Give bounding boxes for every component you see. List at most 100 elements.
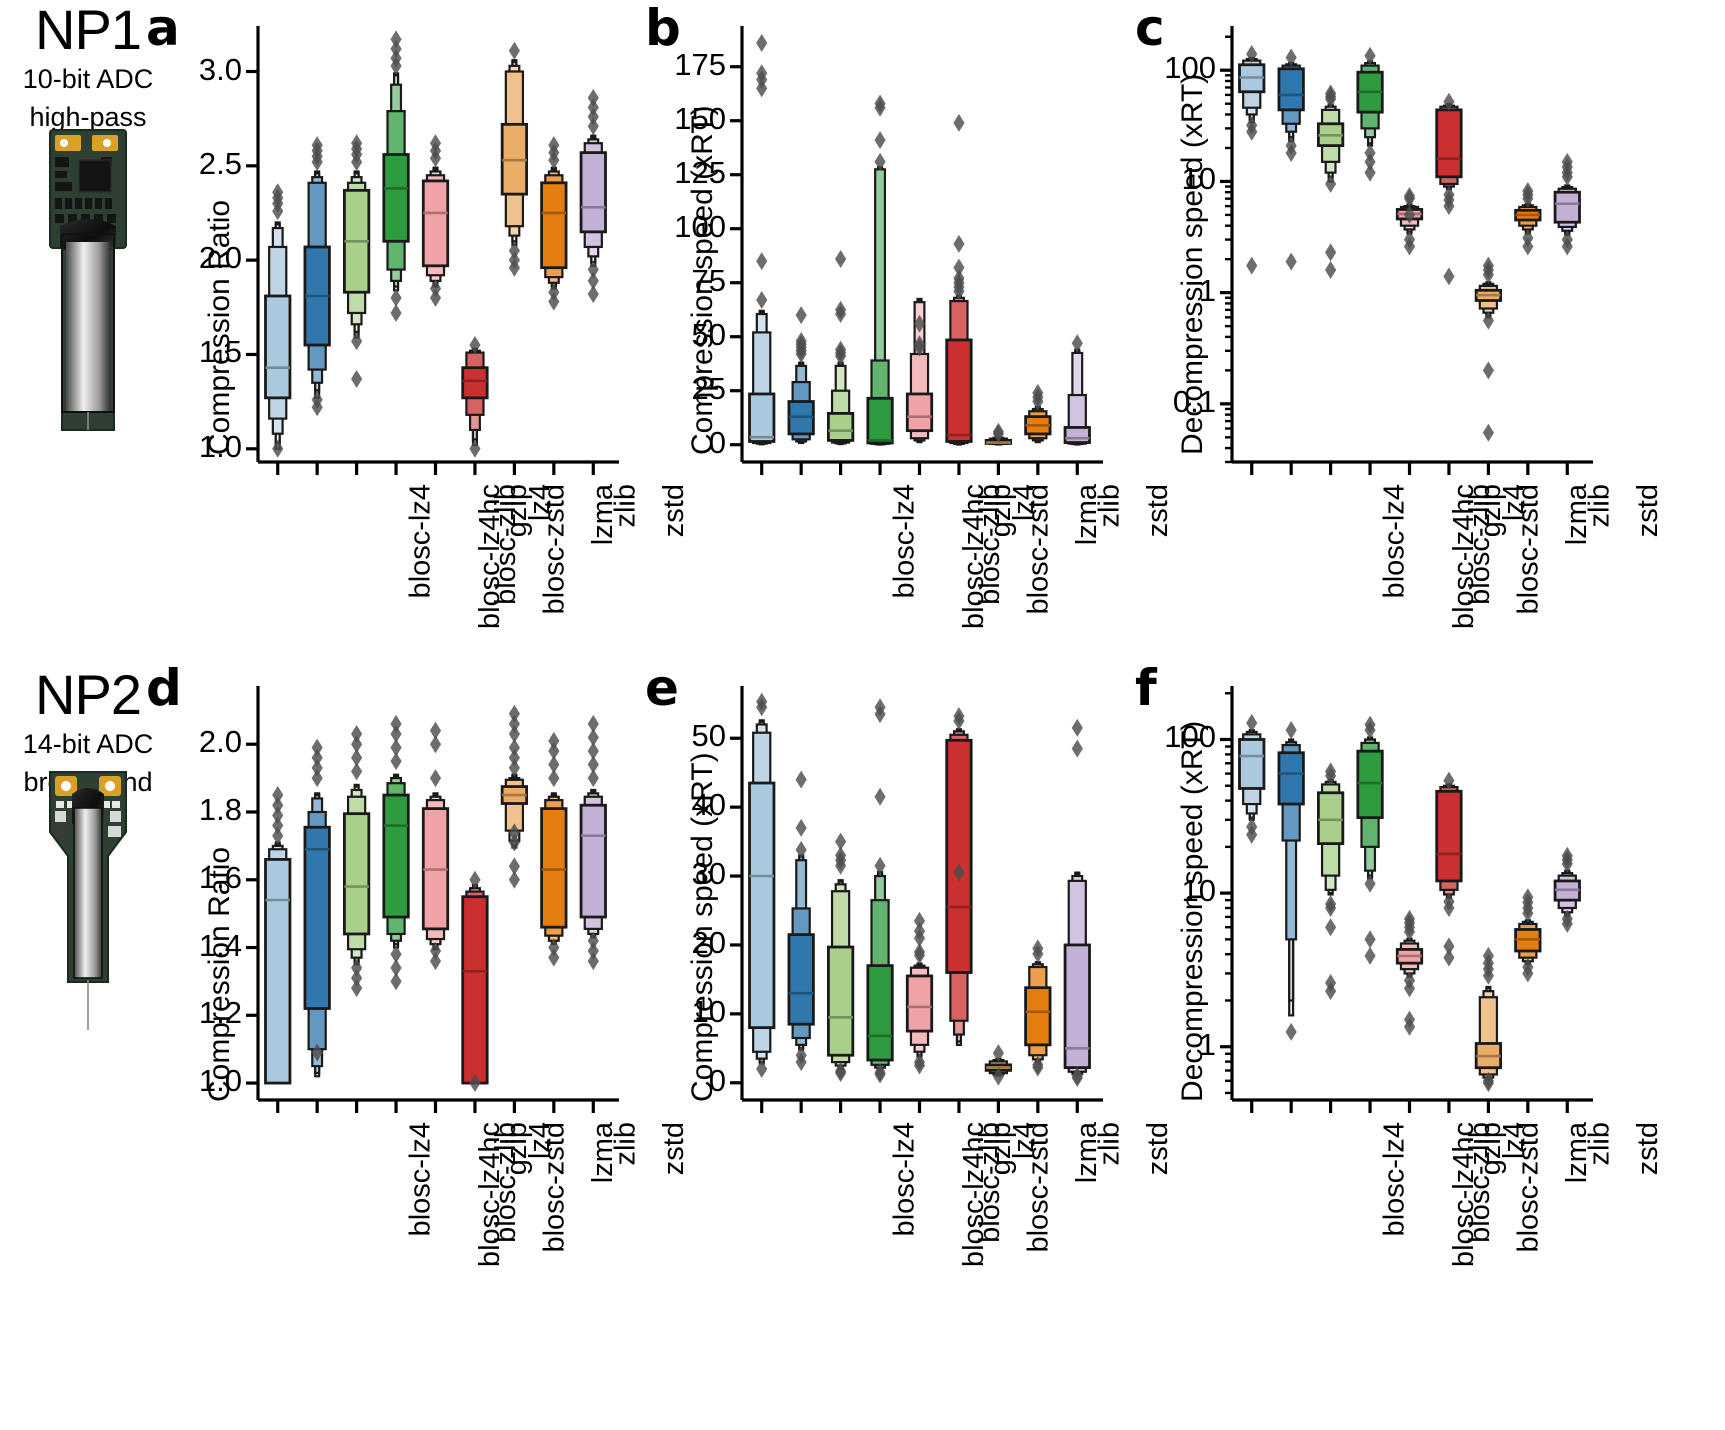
boxen-b-blosc-zlib — [826, 249, 855, 446]
neuropixels-probe-icon — [46, 770, 130, 1030]
boxen-b-lzma — [984, 422, 1013, 446]
y-tick-label: 175 — [674, 46, 726, 82]
boxen-f-blosc-lz4hc — [1277, 721, 1305, 1041]
x-tick-label-lz4: lz4 — [524, 484, 557, 522]
x-tick-label-blosc-lz4: blosc-lz4 — [1378, 484, 1411, 599]
boxen-c-zlib — [1514, 182, 1542, 256]
y-tick-label: 0 — [708, 424, 726, 460]
x-tick-label-zstd: zstd — [1142, 484, 1175, 538]
x-tick-label-zlib: zlib — [609, 484, 642, 528]
boxen-b-zlib — [1024, 383, 1052, 444]
x-tick-label-blosc-lz4: blosc-lz4 — [888, 484, 921, 599]
y-tick-label: 2.0 — [198, 724, 242, 760]
y-tick-label: 1.0 — [198, 1063, 242, 1099]
y-tick-label: 150 — [674, 100, 726, 136]
boxen-a-blosc-lz4 — [264, 183, 292, 458]
y-tick-label: 0 — [708, 1062, 726, 1098]
boxen-c-blosc-lz4hc — [1277, 48, 1305, 271]
y-tick-label: 1.2 — [198, 995, 242, 1031]
boxen-c-blosc-zlib — [1316, 84, 1345, 279]
y-tick-label: 125 — [674, 154, 726, 190]
x-tick-label-zlib: zlib — [1093, 484, 1126, 528]
y-tick-label: 10 — [1181, 161, 1216, 197]
x-tick-label-blosc-lz4: blosc-lz4 — [404, 1122, 437, 1237]
x-tick-label-lz4: lz4 — [1008, 1122, 1041, 1160]
boxen-e-zlib — [1024, 939, 1052, 1077]
panel-letter-b: b — [645, 0, 681, 57]
boxen-b-blosc-zstd — [866, 94, 894, 446]
boxen-c-blosc-lz4 — [1238, 44, 1266, 275]
panel-letter-d: d — [146, 659, 182, 717]
boxen-a-blosc-lz4hc — [303, 136, 331, 417]
x-tick-label-zlib: zlib — [1583, 484, 1616, 528]
x-tick-label-lz4: lz4 — [1498, 1122, 1531, 1160]
boxen-b-blosc-lz4 — [748, 33, 776, 446]
boxen-f-blosc-lz4 — [1238, 714, 1266, 844]
x-tick-label-lz4: lz4 — [1008, 484, 1041, 522]
y-tick-label: 20 — [691, 924, 726, 960]
row-title: NP1 — [35, 0, 142, 61]
boxen-c-lz4 — [1435, 92, 1463, 286]
x-tick-label-blosc-lz4: blosc-lz4 — [888, 1122, 921, 1237]
boxen-e-gzip — [905, 911, 934, 1075]
y-tick-label: 1.8 — [198, 791, 242, 827]
boxen-b-lz4 — [945, 113, 973, 446]
boxen-e-blosc-zstd — [866, 698, 894, 1084]
boxen-f-zstd — [1553, 846, 1581, 933]
boxen-c-zstd — [1553, 152, 1581, 256]
y-tick-label: 1.0 — [198, 428, 242, 464]
row-title: NP2 — [35, 663, 142, 726]
boxen-c-gzip — [1395, 186, 1424, 256]
boxen-e-zstd — [1063, 718, 1091, 1087]
panel-letter-f: f — [1135, 659, 1157, 717]
x-tick-label-zlib: zlib — [609, 1122, 642, 1166]
boxen-a-lzma — [500, 41, 529, 277]
x-tick-label-zstd: zstd — [658, 484, 691, 538]
boxen-f-gzip — [1395, 909, 1424, 1036]
y-tick-label: 100 — [1164, 719, 1216, 755]
y-tick-label: 1 — [1198, 272, 1216, 308]
panel-letter-c: c — [1135, 0, 1165, 57]
x-tick-label-zstd: zstd — [1142, 1122, 1175, 1176]
boxen-e-lz4 — [945, 707, 973, 1046]
y-tick-label: 50 — [691, 316, 726, 352]
x-tick-label-zstd: zstd — [1632, 484, 1665, 538]
boxen-a-blosc-zlib — [342, 134, 371, 388]
y-tick-label: 40 — [691, 787, 726, 823]
y-tick-label: 1.5 — [198, 334, 242, 370]
y-tick-label: 1.4 — [198, 927, 242, 963]
boxen-d-blosc-lz4 — [264, 786, 292, 1085]
boxen-a-lz4 — [461, 336, 489, 458]
row-subtitle-band: high-pass — [29, 101, 147, 132]
boxen-f-blosc-zstd — [1356, 715, 1384, 965]
boxen-b-gzip — [905, 297, 934, 444]
y-tick-label: 50 — [691, 718, 726, 754]
y-tick-label: 3.0 — [198, 51, 242, 87]
boxen-a-blosc-zstd — [382, 30, 410, 322]
y-tick-label: 30 — [691, 856, 726, 892]
y-tick-label: 100 — [1164, 50, 1216, 86]
boxen-d-gzip — [421, 721, 450, 971]
boxen-f-zlib — [1514, 888, 1542, 983]
y-tick-label: 75 — [691, 262, 726, 298]
row-subtitle-adc: 14-bit ADC — [22, 729, 154, 759]
y-tick-label: 0.1 — [1172, 383, 1216, 419]
x-tick-label-zstd: zstd — [1632, 1122, 1665, 1176]
x-tick-label-zstd: zstd — [658, 1122, 691, 1176]
boxen-d-zlib — [540, 731, 568, 967]
neuropixels-probe-icon — [46, 129, 130, 431]
y-tick-label: 10 — [1181, 873, 1216, 909]
boxen-a-gzip — [421, 134, 450, 307]
y-tick-label: 1.6 — [198, 859, 242, 895]
y-tick-label: 25 — [691, 370, 726, 406]
y-axis-label-a: Compression Ratio — [203, 199, 236, 455]
x-tick-label-zlib: zlib — [1583, 1122, 1616, 1166]
boxen-b-blosc-lz4hc — [787, 306, 815, 445]
panel-letter-a: a — [146, 0, 180, 57]
boxen-b-zstd — [1063, 334, 1091, 446]
row-label-np1: NP1 10-bit ADC high-pass — [8, 2, 168, 134]
boxen-d-blosc-lz4hc — [303, 738, 331, 1078]
x-tick-label-lz4: lz4 — [524, 1122, 557, 1160]
